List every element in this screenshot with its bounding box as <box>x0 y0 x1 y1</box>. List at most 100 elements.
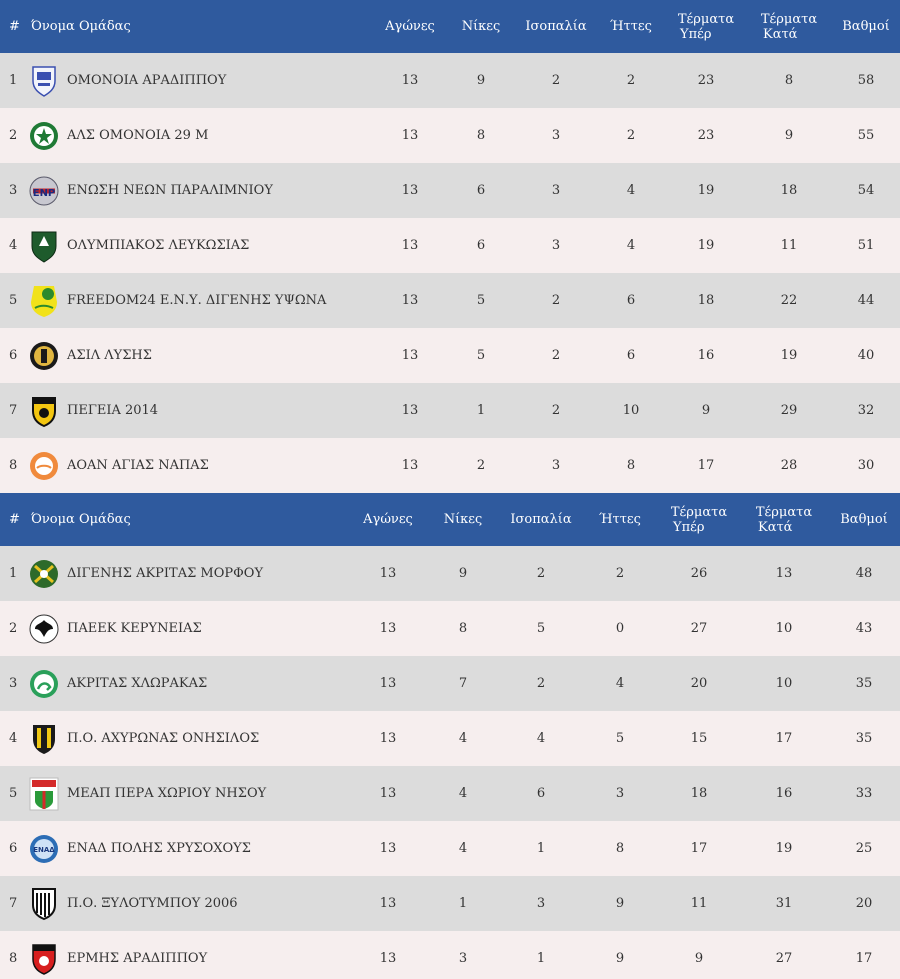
table-row[interactable]: 2 ΠΑΕΕΚ ΚΕΡΥΝΕΙΑΣ 13 8 5 0 27 10 43 <box>0 601 900 656</box>
table-row[interactable]: 5 FREEDOM24 Ε.Ν.Υ. ΔΙΓΕΝΗΣ ΥΨΩΝΑ 13 5 2 6 18 22… <box>0 273 900 328</box>
table-row[interactable]: 3 ΑΚΡΙΤΑΣ ΧΛΩΡΑΚΑΣ 13 7 2 4 20 10 35 <box>0 656 900 711</box>
draws-cell: 1 <box>536 841 546 856</box>
header-played[interactable]: Αγώνες <box>385 19 435 34</box>
team-cell[interactable]: Π.Ο. ΞΥΛΟΤΥΜΠΟΥ 2006 <box>29 876 350 931</box>
table-row[interactable]: 6 ΕΝΑΔ ΕΝΑΔ ΠΟΛΗΣ ΧΡΥΣΟΧΟΥΣ 13 4 1 8 17 19 25 <box>0 821 900 876</box>
team-cell[interactable]: ΔΙΓΕΝΗΣ ΑΚΡΙΤΑΣ ΜΟΡΦΟΥ <box>29 546 350 601</box>
table-row[interactable]: 2 ΑΛΣ ΟΜΟΝΟΙΑ 29 Μ 13 8 3 2 23 9 55 <box>0 108 900 163</box>
played-cell: 13 <box>401 458 419 473</box>
team-cell[interactable]: ΟΛΥΜΠΙΑΚΟΣ ΛΕΥΚΩΣΙΑΣ <box>29 218 374 273</box>
position-cell: 8 <box>9 951 18 966</box>
header-goals-against-line1: Τέρματα <box>755 504 813 520</box>
played-cell: 13 <box>379 566 397 581</box>
goals-for-cell: 19 <box>697 238 715 253</box>
team-cell[interactable]: ΑΛΣ ΟΜΟΝΟΙΑ 29 Μ <box>29 108 374 163</box>
team-cell[interactable]: ΕΡΜΗΣ ΑΡΑΔΙΠΠΟΥ <box>29 931 350 979</box>
team-name: Π.Ο. ΑΧΥΡΩΝΑΣ ΟΝΗΣΙΛΟΣ <box>67 731 260 746</box>
header-losses[interactable]: Ήττες <box>599 512 641 527</box>
team-cell[interactable]: ΑΣΙΛ ΛΥΣΗΣ <box>29 328 374 383</box>
akritas-crest-icon <box>29 667 59 701</box>
wins-cell: 1 <box>458 896 468 911</box>
team-link[interactable]: ΕΡΜΗΣ ΑΡΑΔΙΠΠΟΥ <box>29 942 350 976</box>
team-cell[interactable]: ΑΚΡΙΤΑΣ ΧΛΩΡΑΚΑΣ <box>29 656 350 711</box>
team-cell[interactable]: ENP ΕΝΩΣΗ ΝΕΩΝ ΠΑΡΑΛΙΜΝΙΟΥ <box>29 163 374 218</box>
table-row[interactable]: 7 Π.Ο. ΞΥΛΟΤΥΜΠΟΥ 2006 13 1 3 9 11 31 20 <box>0 876 900 931</box>
wins-cell: 2 <box>476 458 486 473</box>
team-link[interactable]: ΠΕΓΕΙΑ 2014 <box>29 394 374 428</box>
goals-against-cell: 29 <box>780 403 798 418</box>
header-draws[interactable]: Ισοπαλία <box>525 19 587 34</box>
points-cell: 40 <box>857 348 875 363</box>
header-points[interactable]: Βαθμοί <box>842 19 890 34</box>
goals-for-cell: 23 <box>697 73 715 88</box>
wins-cell: 6 <box>476 183 486 198</box>
team-cell[interactable]: ΕΝΑΔ ΕΝΑΔ ΠΟΛΗΣ ΧΡΥΣΟΧΟΥΣ <box>29 821 350 876</box>
table-row[interactable]: 1 ΟΜΟΝΟΙΑ ΑΡΑΔΙΠΠΟΥ 13 9 2 2 23 8 58 <box>0 53 900 108</box>
team-link[interactable]: Π.Ο. ΑΧΥΡΩΝΑΣ ΟΝΗΣΙΛΟΣ <box>29 722 350 756</box>
team-cell[interactable]: ΜΕΑΠ ΠΕΡΑ ΧΩΡΙΟΥ ΝΗΣΟΥ <box>29 766 350 821</box>
team-link[interactable]: ENP ΕΝΩΣΗ ΝΕΩΝ ΠΑΡΑΛΙΜΝΙΟΥ <box>29 174 374 208</box>
header-losses[interactable]: Ήττες <box>610 19 652 34</box>
team-link[interactable]: ΕΝΑΔ ΕΝΑΔ ΠΟΛΗΣ ΧΡΥΣΟΧΟΥΣ <box>29 832 350 866</box>
goals-against-cell: 19 <box>775 841 793 856</box>
table-row[interactable]: 6 ΑΣΙΛ ΛΥΣΗΣ 13 5 2 6 16 19 40 <box>0 328 900 383</box>
table-row[interactable]: 4 Π.Ο. ΑΧΥΡΩΝΑΣ ΟΝΗΣΙΛΟΣ 13 4 4 5 15 17 35 <box>0 711 900 766</box>
header-goals-for[interactable]: Τέρματα Υπέρ <box>666 0 746 53</box>
team-cell[interactable]: ΟΜΟΝΟΙΑ ΑΡΑΔΙΠΠΟΥ <box>29 53 374 108</box>
team-link[interactable]: ΟΜΟΝΟΙΑ ΑΡΑΔΙΠΠΟΥ <box>29 64 374 98</box>
header-draws[interactable]: Ισοπαλία <box>510 512 572 527</box>
team-link[interactable]: ΑΣΙΛ ΛΥΣΗΣ <box>29 339 374 373</box>
table-body: 1 ΟΜΟΝΟΙΑ ΑΡΑΔΙΠΠΟΥ 13 9 2 2 23 8 58 2 ΑΛΣ ΟΜΟΝΟΙΑ… <box>0 53 900 493</box>
header-goals-against[interactable]: Τέρματα Κατά <box>746 0 832 53</box>
draws-cell: 3 <box>551 458 561 473</box>
table-row[interactable]: 8 ΑΟΑΝ ΑΓΙΑΣ ΝΑΠΑΣ 13 2 3 8 17 28 30 <box>0 438 900 493</box>
position-cell: 1 <box>9 566 18 581</box>
team-cell[interactable]: Π.Ο. ΑΧΥΡΩΝΑΣ ΟΝΗΣΙΛΟΣ <box>29 711 350 766</box>
team-link[interactable]: ΠΑΕΕΚ ΚΕΡΥΝΕΙΑΣ <box>29 612 350 646</box>
xylotymbou-crest-icon <box>29 887 59 921</box>
team-link[interactable]: Π.Ο. ΞΥΛΟΤΥΜΠΟΥ 2006 <box>29 887 350 921</box>
table-row[interactable]: 7 ΠΕΓΕΙΑ 2014 13 1 2 10 9 29 32 <box>0 383 900 438</box>
team-link[interactable]: ΑΛΣ ΟΜΟΝΟΙΑ 29 Μ <box>29 119 374 153</box>
team-link[interactable]: ΜΕΑΠ ΠΕΡΑ ΧΩΡΙΟΥ ΝΗΣΟΥ <box>29 777 350 811</box>
team-link[interactable]: ΑΚΡΙΤΑΣ ΧΛΩΡΑΚΑΣ <box>29 667 350 701</box>
header-goals-for[interactable]: Τέρματα Υπέρ <box>658 493 740 546</box>
table-row[interactable]: 8 ΕΡΜΗΣ ΑΡΑΔΙΠΠΟΥ 13 3 1 9 9 27 17 <box>0 931 900 979</box>
played-cell: 13 <box>401 73 419 88</box>
header-goals-against[interactable]: Τέρματα Κατά <box>740 493 828 546</box>
header-position[interactable]: # <box>9 512 20 527</box>
header-points[interactable]: Βαθμοί <box>840 512 888 527</box>
header-wins[interactable]: Νίκες <box>443 512 483 527</box>
standings-table-group-a: # Όνομα Ομάδας Αγώνες Νίκες Ισοπαλία Ήττ… <box>0 0 900 493</box>
header-played[interactable]: Αγώνες <box>363 512 413 527</box>
table-row[interactable]: 5 ΜΕΑΠ ΠΕΡΑ ΧΩΡΙΟΥ ΝΗΣΟΥ 13 4 6 3 18 16 33 <box>0 766 900 821</box>
table-row[interactable]: 1 ΔΙΓΕΝΗΣ ΑΚΡΙΤΑΣ ΜΟΡΦΟΥ 13 9 2 2 26 13 48 <box>0 546 900 601</box>
losses-cell: 4 <box>626 183 636 198</box>
draws-cell: 3 <box>551 183 561 198</box>
team-link[interactable]: ΟΛΥΜΠΙΑΚΟΣ ΛΕΥΚΩΣΙΑΣ <box>29 229 374 263</box>
header-position[interactable]: # <box>9 19 20 34</box>
goals-for-cell: 23 <box>697 128 715 143</box>
team-link[interactable]: FREEDOM24 Ε.Ν.Υ. ΔΙΓΕΝΗΣ ΥΨΩΝΑ <box>29 284 374 318</box>
position-cell: 7 <box>9 403 18 418</box>
header-team-name[interactable]: Όνομα Ομάδας <box>31 19 131 34</box>
table-row[interactable]: 4 ΟΛΥΜΠΙΑΚΟΣ ΛΕΥΚΩΣΙΑΣ 13 6 3 4 19 11 51 <box>0 218 900 273</box>
team-cell[interactable]: ΑΟΑΝ ΑΓΙΑΣ ΝΑΠΑΣ <box>29 438 374 493</box>
team-cell[interactable]: ΠΕΓΕΙΑ 2014 <box>29 383 374 438</box>
points-cell: 25 <box>855 841 873 856</box>
team-name: ΕΝΑΔ ΠΟΛΗΣ ΧΡΥΣΟΧΟΥΣ <box>67 841 251 856</box>
goals-for-cell: 11 <box>690 896 708 911</box>
team-cell[interactable]: FREEDOM24 Ε.Ν.Υ. ΔΙΓΕΝΗΣ ΥΨΩΝΑ <box>29 273 374 328</box>
points-cell: 51 <box>857 238 875 253</box>
table-header-row: # Όνομα Ομάδας Αγώνες Νίκες Ισοπαλία Ήττ… <box>0 493 900 546</box>
header-wins[interactable]: Νίκες <box>461 19 501 34</box>
header-team-name[interactable]: Όνομα Ομάδας <box>31 512 131 527</box>
played-cell: 13 <box>379 786 397 801</box>
wins-cell: 3 <box>458 951 468 966</box>
wins-cell: 7 <box>458 676 468 691</box>
team-link[interactable]: ΔΙΓΕΝΗΣ ΑΚΡΙΤΑΣ ΜΟΡΦΟΥ <box>29 557 350 591</box>
team-cell[interactable]: ΠΑΕΕΚ ΚΕΡΥΝΕΙΑΣ <box>29 601 350 656</box>
points-cell: 58 <box>857 73 875 88</box>
team-link[interactable]: ΑΟΑΝ ΑΓΙΑΣ ΝΑΠΑΣ <box>29 449 374 483</box>
table-row[interactable]: 3 ENP ΕΝΩΣΗ ΝΕΩΝ ΠΑΡΑΛΙΜΝΙΟΥ 13 6 3 4 19 18 54 <box>0 163 900 218</box>
